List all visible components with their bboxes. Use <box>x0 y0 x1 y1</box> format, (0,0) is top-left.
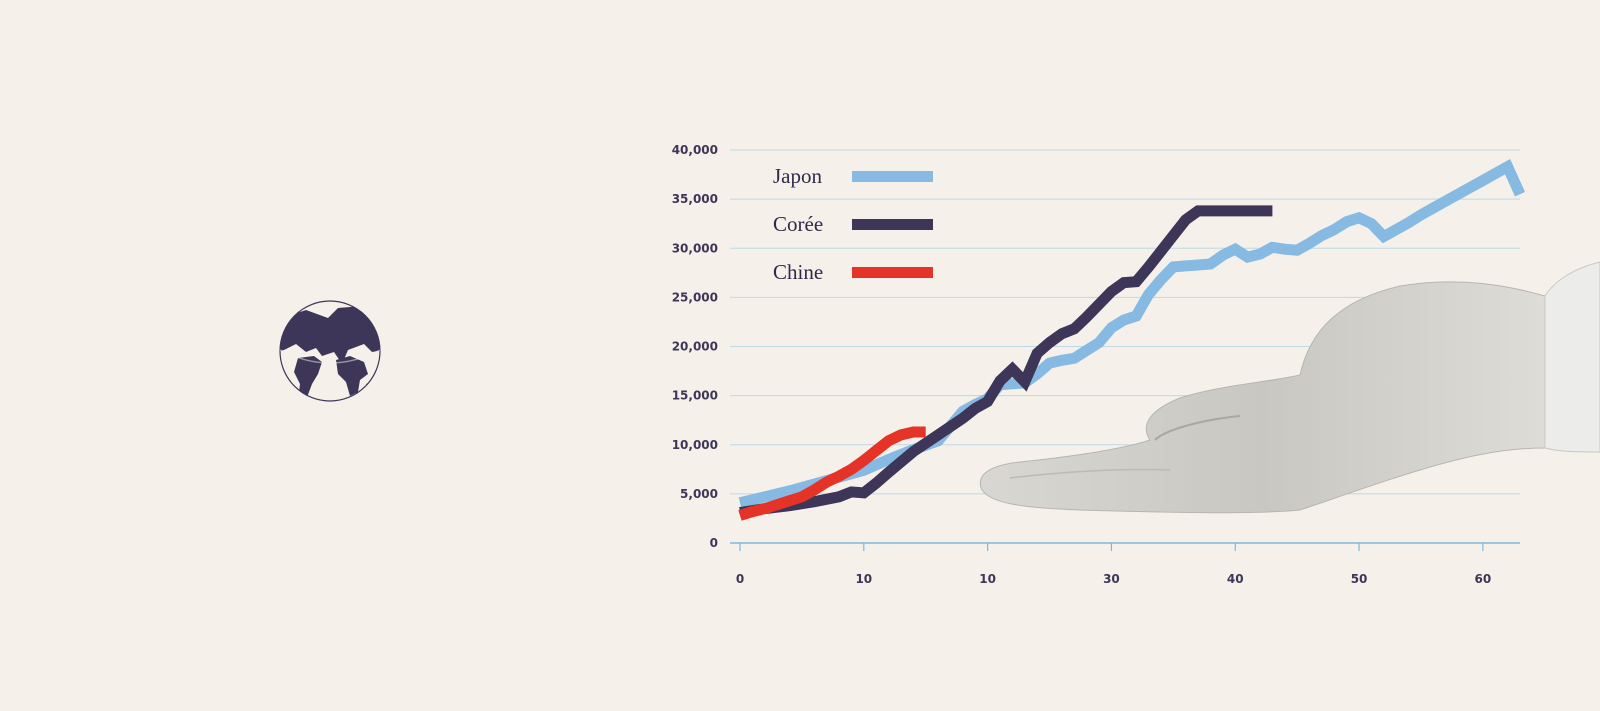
y-tick-label: 10,000 <box>672 438 718 452</box>
legend-swatch-japon <box>852 171 933 182</box>
y-tick-label: 20,000 <box>672 340 718 354</box>
x-tick-label: 10 <box>855 572 872 586</box>
legend-swatch-chine <box>852 267 933 278</box>
x-tick-label: 50 <box>1351 572 1368 586</box>
series-line-coree <box>739 205 1273 518</box>
legend: Japon Corée Chine <box>773 164 933 284</box>
y-tick-label: 0 <box>710 536 718 550</box>
series-lines <box>738 158 1526 521</box>
y-tick-label: 5,000 <box>680 487 718 501</box>
y-tick-label: 25,000 <box>672 290 718 304</box>
legend-swatch-coree <box>852 219 933 230</box>
legend-label-coree: Corée <box>773 212 823 236</box>
open-palm-hand-icon <box>979 261 1600 514</box>
x-tick-label: 60 <box>1475 572 1492 586</box>
legend-label-japon: Japon <box>773 164 822 188</box>
y-axis: 0 5,000 10,000 15,000 20,000 25,000 30,000 35,0… <box>672 143 718 550</box>
x-tick-label: 0 <box>736 572 744 586</box>
y-tick-label: 15,000 <box>672 389 718 403</box>
x-tick-label: 10 <box>979 572 996 586</box>
x-tick-label: 40 <box>1227 572 1244 586</box>
y-tick-label: 35,000 <box>672 192 718 206</box>
y-tick-label: 30,000 <box>672 241 718 255</box>
legend-label-chine: Chine <box>773 260 823 284</box>
y-tick-label: 40,000 <box>672 143 718 157</box>
series-line-chine <box>738 426 926 521</box>
x-tick-label: 30 <box>1103 572 1120 586</box>
x-axis: 0 10 10 30 40 50 60 <box>736 543 1491 586</box>
globe-icon <box>279 300 381 402</box>
